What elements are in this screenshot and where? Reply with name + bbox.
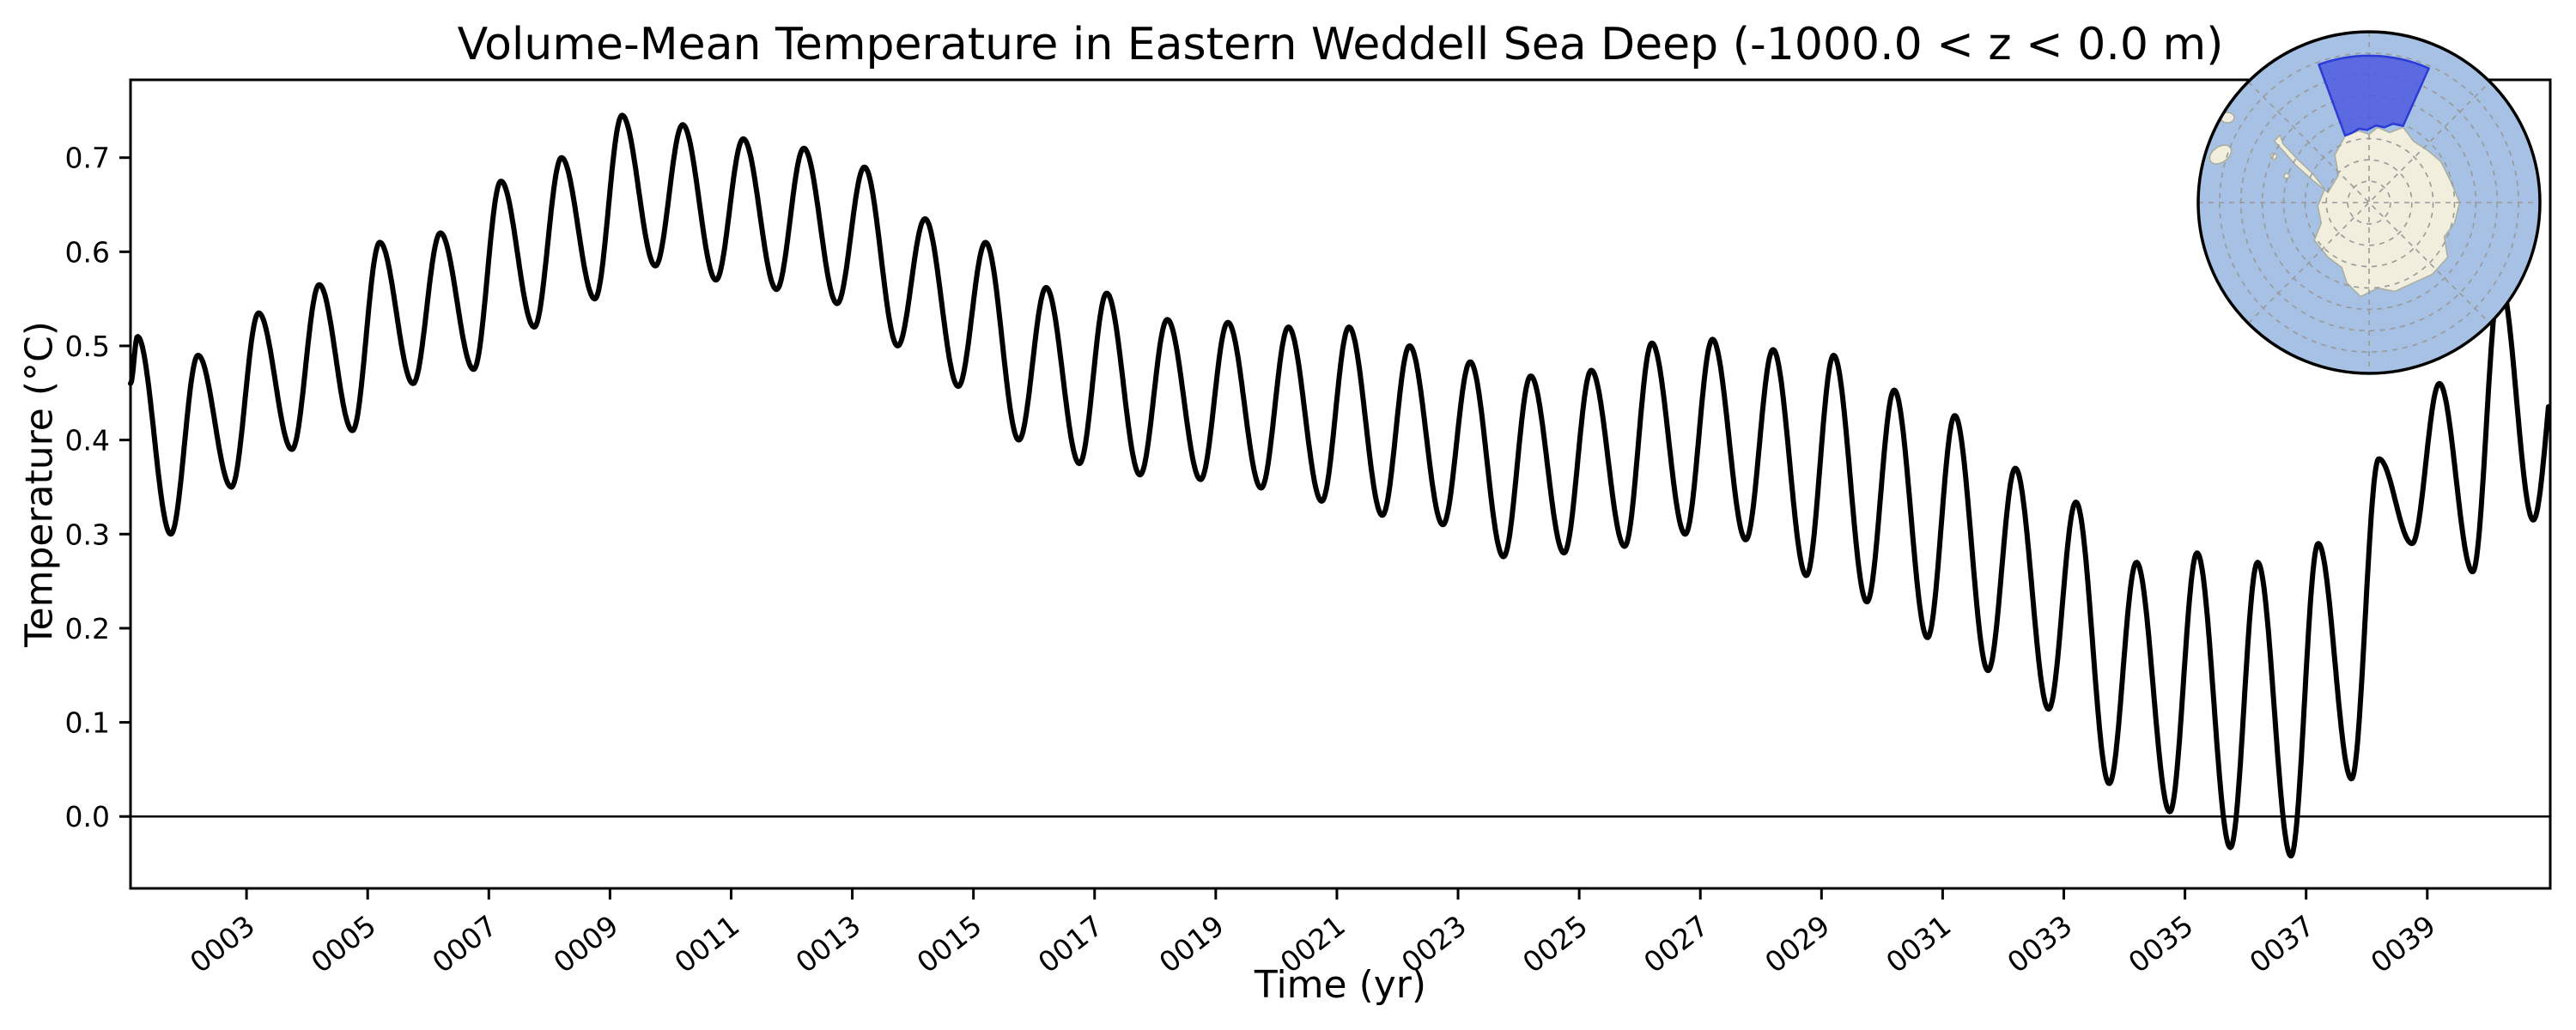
x-tick-label: 0017 <box>1031 909 1109 979</box>
temperature-curve <box>128 112 2551 859</box>
x-tick-label: 0003 <box>184 909 261 979</box>
plot-title: Volume-Mean Temperature in Eastern Wedde… <box>457 19 2224 70</box>
x-tick-label: 0033 <box>2001 909 2078 979</box>
x-tick-label: 0027 <box>1637 909 1715 979</box>
x-tick-label: 0037 <box>2243 909 2320 979</box>
y-tick-label: 0.7 <box>65 142 110 175</box>
map-rim <box>2196 30 2542 375</box>
inset-map <box>2196 30 2542 375</box>
y-tick-label: 0.4 <box>65 424 110 457</box>
x-tick-label: 0031 <box>1880 909 1957 979</box>
antarctica-mainland <box>2273 126 2461 298</box>
region-wedge <box>2318 54 2430 137</box>
antarctica-landmass <box>2208 112 2461 298</box>
y-tick-label: 0.1 <box>65 706 110 740</box>
x-tick-label: 0029 <box>1759 909 1836 979</box>
x-axis-label: Time (yr) <box>1254 963 1427 1007</box>
x-tick-label: 0039 <box>2365 909 2442 979</box>
x-tick-label: 0035 <box>2122 909 2199 979</box>
y-tick-label: 0.0 <box>65 800 110 833</box>
x-tick-label: 0023 <box>1395 909 1473 979</box>
x-tick-label: 0013 <box>789 909 866 979</box>
x-tick-label: 0009 <box>547 909 624 979</box>
y-tick-label: 0.5 <box>65 330 110 363</box>
y-tick-label: 0.2 <box>65 612 110 645</box>
y-tick-label: 0.6 <box>65 235 110 269</box>
x-tick-label: 0011 <box>668 909 745 979</box>
x-tick-label: 0021 <box>1274 909 1352 979</box>
axes-frame <box>129 78 2552 890</box>
x-tick-label: 0005 <box>305 909 382 979</box>
x-tick-label: 0025 <box>1516 909 1594 979</box>
x-tick-label: 0019 <box>1153 909 1230 979</box>
x-tick-label: 0015 <box>910 909 987 979</box>
x-tick-label: 0007 <box>426 909 503 979</box>
y-tick-label: 0.3 <box>65 518 110 551</box>
